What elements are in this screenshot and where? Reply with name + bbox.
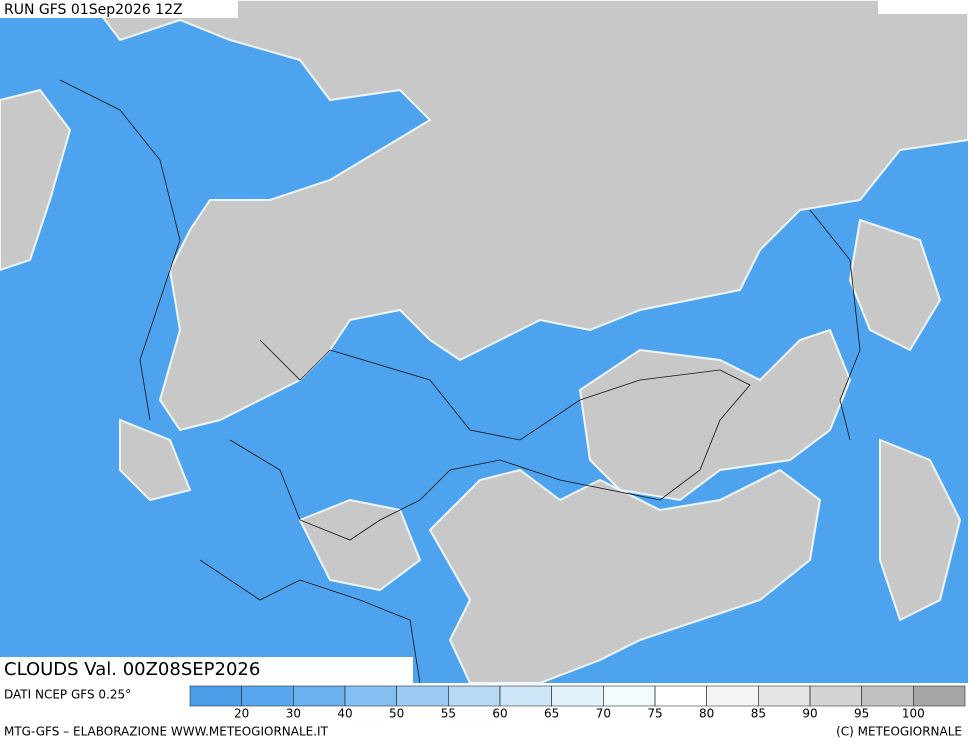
legend-tick-label: 75 bbox=[647, 707, 662, 721]
legend-tick-label: 65 bbox=[544, 707, 559, 721]
legend-swatch bbox=[189, 685, 242, 707]
legend-swatch bbox=[293, 685, 346, 707]
map-label: CLOUDS Val. 00Z08SEP2026 bbox=[4, 659, 260, 680]
border-line bbox=[329, 349, 751, 501]
legend-tick-label: 85 bbox=[751, 707, 766, 721]
corner-box bbox=[878, 0, 968, 14]
borders bbox=[59, 79, 861, 684]
legend-swatch bbox=[654, 685, 707, 707]
map-label-box bbox=[0, 657, 413, 683]
legend-tick-label: 55 bbox=[441, 707, 456, 721]
legend-tick-label: 60 bbox=[492, 707, 507, 721]
footer-right: (C) METEOGIORNALE bbox=[836, 725, 962, 739]
legend-swatch bbox=[499, 685, 552, 707]
border-line bbox=[259, 339, 331, 381]
border-line bbox=[59, 79, 181, 421]
legend-tick-label: 50 bbox=[389, 707, 404, 721]
legend-tick-label: 90 bbox=[802, 707, 817, 721]
legend-tick-label: 20 bbox=[234, 707, 249, 721]
legend-swatch bbox=[396, 685, 449, 707]
legend-swatch bbox=[603, 685, 656, 707]
legend-tick-label: 80 bbox=[699, 707, 714, 721]
legend-swatch bbox=[706, 685, 759, 707]
run-label-box bbox=[0, 0, 238, 18]
legend-swatch bbox=[861, 685, 914, 707]
legend-swatch bbox=[809, 685, 862, 707]
legend: 20 30 40 50 55 60 65 70 75 80 85 90 95 100 bbox=[189, 685, 966, 721]
legend-swatch bbox=[448, 685, 501, 707]
legend-tick-label: 70 bbox=[596, 707, 611, 721]
legend-swatch bbox=[241, 685, 294, 707]
border-line bbox=[199, 559, 421, 684]
footer-left: MTG-GFS – ELABORAZIONE WWW.METEOGIORNALE… bbox=[4, 725, 329, 739]
border-line bbox=[809, 209, 861, 441]
run-label: RUN GFS 01Sep2026 12Z bbox=[4, 2, 183, 18]
legend-swatch bbox=[551, 685, 604, 707]
legend-swatch bbox=[913, 685, 966, 707]
legend-tick-label: 100 bbox=[902, 707, 925, 721]
legend-tick-label: 30 bbox=[286, 707, 301, 721]
border-line bbox=[229, 439, 421, 541]
legend-swatch bbox=[758, 685, 811, 707]
legend-source: DATI NCEP GFS 0.25° bbox=[4, 688, 131, 702]
legend-tick-label: 95 bbox=[854, 707, 869, 721]
cloud-areas bbox=[0, 0, 968, 684]
legend-tick-label: 40 bbox=[337, 707, 352, 721]
legend-swatch bbox=[344, 685, 397, 707]
